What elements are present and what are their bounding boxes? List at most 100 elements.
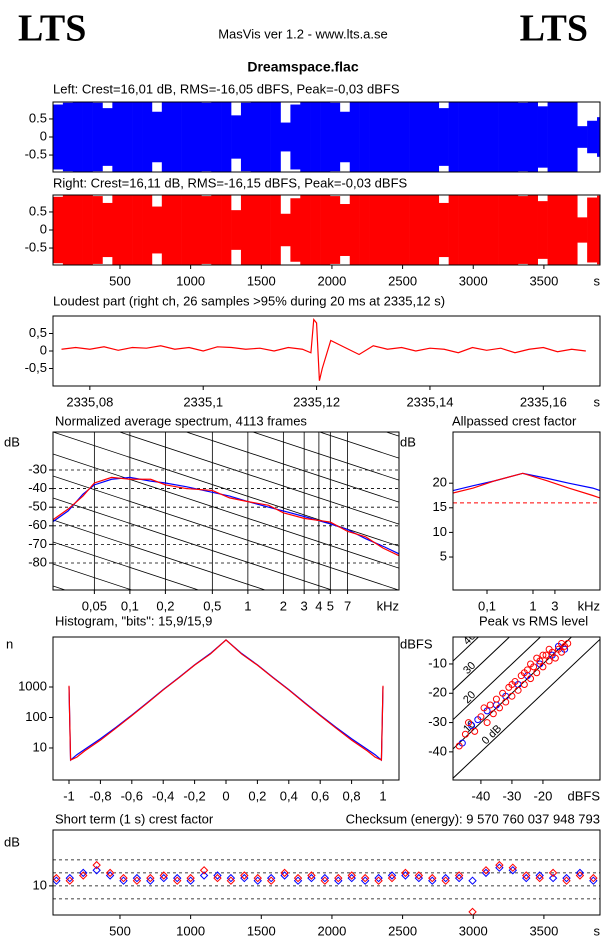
data-point: [240, 871, 249, 880]
x-axis-label: dBFS: [567, 788, 600, 803]
waveform-segment: [280, 122, 291, 152]
waveform-segment: [567, 195, 578, 265]
y-axis-label: dBFS: [400, 636, 433, 651]
data-line: [453, 472, 600, 492]
data-point: [253, 873, 262, 883]
data-point: [468, 876, 477, 885]
slope-line: [53, 453, 399, 569]
data-point: [173, 876, 182, 885]
waveform-segment: [102, 202, 113, 258]
plot-frame: [452, 636, 601, 781]
chart-7: Short term (1 s) crest factor Checksum (e…: [4, 811, 601, 938]
data-point: [455, 742, 463, 750]
crest-line-label: 40: [461, 630, 478, 647]
waveform-segment: [53, 196, 64, 264]
waveform-segment: [508, 102, 519, 172]
x-tick-label: 0,1: [478, 598, 496, 613]
data-point: [496, 704, 504, 712]
data-point: [575, 868, 585, 878]
data-point: [360, 873, 370, 883]
data-point: [471, 727, 479, 735]
data-point: [159, 871, 168, 880]
waveform-segment: [349, 102, 360, 172]
y-tick-label: 10: [33, 877, 47, 892]
data-point: [280, 868, 289, 878]
waveform-segment: [438, 108, 449, 166]
chart-title: Histogram, "bits": 15,9/15,9: [55, 613, 212, 628]
data-point: [533, 654, 541, 662]
data-point: [562, 876, 571, 885]
y-tick-label: -0,5: [25, 360, 47, 375]
y-tick-label: 10: [433, 524, 447, 539]
data-point: [558, 648, 566, 656]
plot-area: [53, 195, 600, 265]
crest-line: [453, 637, 573, 750]
x-tick-label: 1500: [247, 273, 276, 288]
waveform-segment: [587, 197, 598, 263]
plot-area: [61, 317, 586, 381]
data-point: [374, 876, 383, 885]
plot-frame: [52, 315, 601, 387]
y-tick-label: -80: [28, 554, 47, 569]
data-point: [492, 695, 500, 703]
plot-frame: [52, 101, 601, 173]
data-point: [428, 873, 437, 883]
y-axis-label: dB: [400, 434, 416, 449]
data-point: [293, 873, 303, 883]
data-point: [92, 866, 101, 875]
waveform-segment: [428, 102, 440, 172]
data-point: [539, 651, 547, 659]
y-tick-label: 10: [33, 739, 47, 754]
y-tick-label: -20: [428, 685, 447, 700]
waveform-segment: [250, 102, 262, 172]
x-tick-label: 0: [222, 788, 229, 803]
waveform-segment: [62, 195, 74, 265]
data-point: [495, 860, 504, 870]
x-tick-label: -0,6: [121, 788, 143, 803]
y-tick-label: -30: [28, 461, 47, 476]
crest-line: [453, 637, 480, 662]
plot-area: [68, 639, 384, 762]
waveform-segment: [339, 204, 351, 256]
data-point: [545, 645, 553, 653]
waveform-segment: [557, 102, 568, 172]
waveform-segment: [310, 102, 321, 172]
waveform-segment: [349, 195, 360, 265]
y-tick-label: 1000: [18, 678, 47, 693]
x-tick-label: 2335,12: [293, 394, 340, 409]
x-axis-label: s: [594, 273, 601, 288]
x-tick-label: 0,8: [343, 788, 361, 803]
y-tick-label: -0.5: [25, 146, 47, 161]
data-point: [199, 866, 209, 875]
crest-line: [453, 637, 511, 691]
x-axis-label: s: [594, 923, 601, 938]
data-point: [520, 680, 528, 688]
y-tick-label: 0: [40, 128, 47, 143]
waveform-segment: [62, 102, 74, 172]
x-tick-label: 3000: [459, 923, 488, 938]
data-point: [562, 873, 571, 883]
data-point: [481, 866, 491, 875]
x-tick-label: 0,2: [248, 788, 266, 803]
x-tick-label: 0,1: [121, 598, 139, 613]
data-point: [266, 876, 276, 885]
waveform-segment: [122, 102, 133, 172]
data-point: [199, 871, 209, 880]
x-tick-label: 500: [109, 923, 131, 938]
waveform-segment: [260, 195, 271, 265]
chart-title: Peak vs RMS level: [479, 613, 588, 628]
x-tick-label: 1500: [247, 923, 276, 938]
data-line: [68, 639, 384, 762]
waveform-segment: [112, 195, 123, 265]
x-axis-label: kHz: [578, 598, 600, 613]
data-point: [307, 871, 316, 880]
waveform-segment: [82, 195, 93, 265]
waveform-segment: [389, 102, 400, 172]
data-point: [539, 663, 547, 671]
waveform-segment: [478, 195, 489, 265]
waveform-segment: [488, 102, 499, 172]
x-tick-label: 3500: [529, 923, 558, 938]
x-tick-label: 1: [379, 788, 386, 803]
